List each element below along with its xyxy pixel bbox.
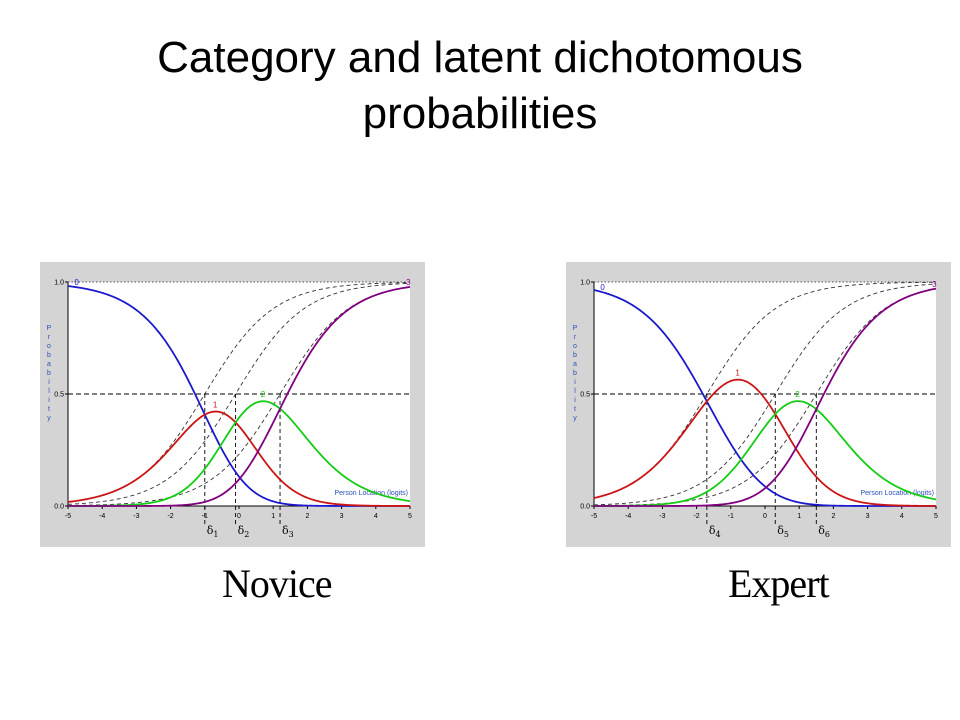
x-axis-label: Person Location (logits) [860,490,934,497]
x-tick-label: 2 [305,513,309,520]
y-axis-label-char: y [573,415,577,422]
novice-chart-panel: -5-4-3-2-10123450.00.51.0ProbabilityPers… [40,262,425,547]
category-curve-1 [67,410,410,507]
y-axis-label-char: i [48,379,50,386]
y-axis-label-char: i [574,379,576,386]
x-tick-label: -2 [693,513,699,520]
category-curve-0 [593,289,936,507]
y-axis-label-char: b [573,370,577,377]
x-tick-label: 0 [237,513,241,520]
x-tick-label: 4 [900,513,904,520]
x-tick-label: -3 [659,513,665,520]
x-tick-label: -4 [99,513,105,520]
x-tick-label: 3 [340,513,344,520]
latent-curve-2 [593,283,937,506]
threshold-label-1: δ1 [207,524,219,539]
x-tick-label: -5 [65,513,71,520]
x-tick-label: 3 [866,513,870,520]
category-label-2: 2 [261,390,266,399]
x-tick-label: -3 [133,513,139,520]
x-tick-label: -5 [591,513,597,520]
y-axis-label-char: i [574,397,576,404]
y-axis-label-char: i [48,397,50,404]
slide-title: Category and latent dichotomous probabil… [157,33,803,138]
category-curve-3 [68,286,411,507]
category-curve-3 [594,287,937,507]
threshold-label-2: δ5 [777,524,789,539]
y-axis-label-char: a [573,361,577,368]
y-axis-label-char: P [47,325,52,332]
x-tick-label: 1 [797,513,801,520]
y-axis-label-char: o [47,343,51,350]
novice-chart: -5-4-3-2-10123450.00.51.0ProbabilityPers… [40,262,425,547]
x-tick-label: -2 [167,513,173,520]
y-axis-label-char: P [573,325,578,332]
y-axis-label-char: o [573,343,577,350]
x-tick-label: -4 [625,513,631,520]
category-label-3: 3 [932,280,937,289]
threshold-label-3: δ3 [282,524,294,539]
y-tick-label: 1.0 [580,280,590,287]
y-tick-label: 1.0 [54,280,64,287]
y-tick-label: 0.5 [580,392,590,399]
y-axis-label-char: a [47,361,51,368]
y-axis-label-char: r [48,334,51,341]
category-label-1: 1 [735,369,740,378]
y-axis-label-char: l [574,388,576,395]
y-axis-label-char: b [47,352,51,359]
x-tick-label: 5 [934,513,938,520]
expert-label: Expert [728,561,830,606]
category-label-3: 3 [406,278,411,287]
y-axis-label-char: t [574,406,576,413]
category-label-0: 0 [600,283,605,292]
y-axis-label-char: y [47,415,51,422]
y-axis-label-char: l [48,388,50,395]
x-tick-label: -1 [728,513,734,520]
category-curve-2 [594,400,937,507]
threshold-label-1: δ4 [709,524,721,539]
y-axis-label-char: b [573,352,577,359]
x-tick-label: 4 [374,513,378,520]
y-tick-label: 0.5 [54,392,64,399]
y-axis-label-char: t [48,406,50,413]
expert-chart: -5 -4 -3 -2 -1 0 1 2 3 4 50.00.51.0ProbabilityPers… [566,262,951,547]
threshold-label-2: δ2 [238,524,250,539]
x-tick-label: 5 [408,513,412,520]
x-tick-label: 0 [763,513,767,520]
x-tick-label: 1 [271,513,275,520]
category-label-1: 1 [213,401,218,410]
category-curve-1 [593,378,937,507]
category-label-0: 0 [74,278,79,287]
y-tick-label: 0.0 [54,504,64,511]
y-axis-label-char: r [574,334,577,341]
y-axis-label-char: b [47,370,51,377]
x-axis-label: Person Location (logits) [334,490,408,497]
x-tick-label: 2 [831,513,835,520]
latent-curve-2 [67,282,411,505]
threshold-label-3: δ6 [818,524,830,539]
y-tick-label: 0.0 [580,504,590,511]
novice-label: Novice [222,561,333,606]
category-label-2: 2 [795,390,800,399]
